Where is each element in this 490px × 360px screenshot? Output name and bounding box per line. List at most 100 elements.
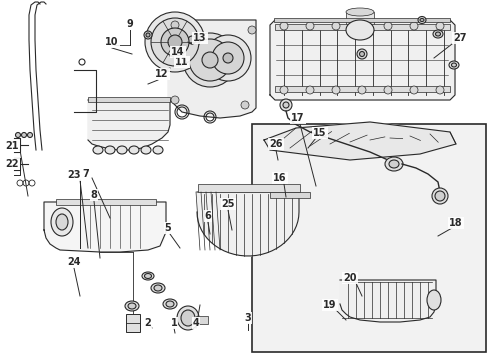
- Text: 12: 12: [155, 69, 169, 79]
- Ellipse shape: [177, 306, 199, 330]
- Ellipse shape: [142, 272, 154, 280]
- Ellipse shape: [151, 283, 165, 293]
- Ellipse shape: [171, 96, 179, 104]
- Ellipse shape: [189, 39, 231, 81]
- Ellipse shape: [427, 290, 441, 310]
- Ellipse shape: [436, 86, 444, 94]
- Bar: [275, 24, 450, 30]
- Ellipse shape: [358, 22, 366, 30]
- Ellipse shape: [161, 28, 189, 56]
- Text: 19: 19: [323, 300, 337, 310]
- Polygon shape: [44, 202, 166, 252]
- Ellipse shape: [248, 26, 256, 34]
- Ellipse shape: [346, 20, 374, 40]
- Ellipse shape: [105, 146, 115, 154]
- Ellipse shape: [280, 22, 288, 30]
- Ellipse shape: [332, 22, 340, 30]
- Ellipse shape: [223, 53, 233, 63]
- Ellipse shape: [128, 303, 136, 309]
- Ellipse shape: [280, 86, 288, 94]
- Text: 22: 22: [5, 159, 19, 169]
- Text: 16: 16: [273, 173, 287, 183]
- Text: 26: 26: [269, 139, 283, 149]
- Text: 9: 9: [126, 19, 133, 29]
- Polygon shape: [340, 280, 436, 322]
- Ellipse shape: [141, 146, 151, 154]
- Text: 27: 27: [453, 33, 467, 43]
- Ellipse shape: [205, 35, 251, 81]
- Text: 21: 21: [5, 141, 19, 151]
- Text: 20: 20: [343, 273, 357, 283]
- Ellipse shape: [181, 310, 195, 326]
- Polygon shape: [88, 100, 170, 150]
- Ellipse shape: [202, 52, 218, 68]
- Ellipse shape: [384, 22, 392, 30]
- Bar: [270, 192, 310, 198]
- Ellipse shape: [410, 86, 418, 94]
- Text: 2: 2: [145, 318, 151, 328]
- Ellipse shape: [188, 36, 196, 44]
- Bar: [274, 18, 450, 22]
- Ellipse shape: [16, 132, 21, 138]
- Ellipse shape: [432, 188, 448, 204]
- Ellipse shape: [183, 33, 237, 87]
- Bar: [252, 124, 486, 352]
- Text: 25: 25: [221, 199, 235, 209]
- Ellipse shape: [435, 191, 445, 201]
- Ellipse shape: [153, 146, 163, 154]
- Bar: [346, 12, 374, 30]
- Ellipse shape: [306, 22, 314, 30]
- Polygon shape: [44, 202, 166, 252]
- Ellipse shape: [166, 301, 174, 307]
- Text: 4: 4: [193, 318, 199, 328]
- Bar: [56, 199, 156, 205]
- Ellipse shape: [358, 86, 366, 94]
- Ellipse shape: [168, 35, 182, 49]
- Ellipse shape: [212, 42, 244, 74]
- Ellipse shape: [357, 49, 367, 59]
- Ellipse shape: [332, 86, 340, 94]
- Text: 10: 10: [105, 37, 119, 47]
- Ellipse shape: [420, 18, 424, 22]
- Text: 3: 3: [245, 313, 251, 323]
- Polygon shape: [197, 192, 299, 256]
- Ellipse shape: [146, 33, 150, 37]
- Ellipse shape: [151, 18, 199, 66]
- Ellipse shape: [433, 30, 443, 38]
- Bar: [198, 184, 300, 192]
- Ellipse shape: [306, 86, 314, 94]
- Ellipse shape: [184, 32, 200, 48]
- Ellipse shape: [51, 208, 73, 236]
- Ellipse shape: [385, 157, 403, 171]
- Text: 8: 8: [91, 190, 98, 200]
- Text: 17: 17: [291, 113, 305, 123]
- Text: 1: 1: [171, 318, 177, 328]
- Ellipse shape: [27, 132, 32, 138]
- Text: 13: 13: [193, 33, 207, 43]
- Ellipse shape: [129, 146, 139, 154]
- Text: 18: 18: [449, 218, 463, 228]
- Ellipse shape: [117, 146, 127, 154]
- Ellipse shape: [360, 51, 365, 57]
- Ellipse shape: [410, 22, 418, 30]
- Bar: [88, 97, 170, 102]
- Ellipse shape: [145, 274, 151, 279]
- Bar: [126, 314, 140, 332]
- Ellipse shape: [145, 12, 205, 72]
- Text: 11: 11: [175, 57, 189, 67]
- Ellipse shape: [384, 86, 392, 94]
- Text: 24: 24: [67, 257, 81, 267]
- Ellipse shape: [451, 63, 457, 67]
- Ellipse shape: [436, 22, 444, 30]
- Polygon shape: [270, 20, 455, 100]
- Text: 23: 23: [67, 170, 81, 180]
- Ellipse shape: [241, 101, 249, 109]
- Ellipse shape: [56, 214, 68, 230]
- Text: 15: 15: [313, 128, 327, 138]
- Ellipse shape: [283, 102, 289, 108]
- Text: 14: 14: [171, 47, 185, 57]
- Ellipse shape: [389, 160, 399, 168]
- Ellipse shape: [22, 132, 26, 138]
- Ellipse shape: [125, 301, 139, 311]
- Ellipse shape: [163, 299, 177, 309]
